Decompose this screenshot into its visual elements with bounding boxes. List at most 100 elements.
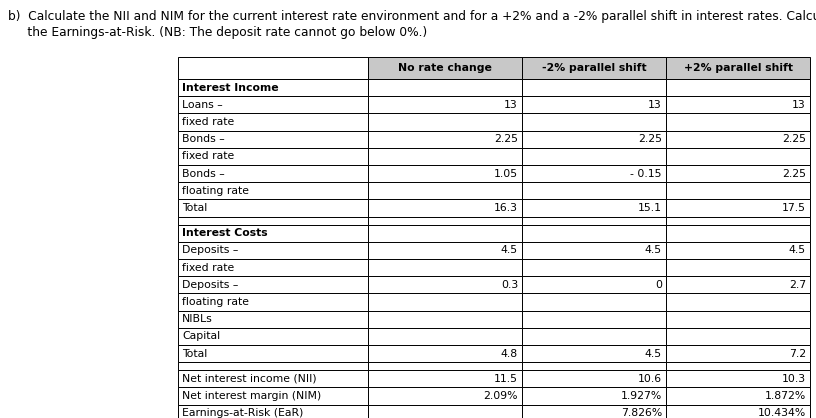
Bar	[178, 293, 368, 311]
Bar	[178, 165, 368, 182]
Bar	[522, 293, 666, 311]
Bar	[178, 130, 368, 148]
Text: 2.25: 2.25	[638, 134, 662, 144]
Bar	[522, 328, 666, 345]
Text: 0.3: 0.3	[501, 280, 518, 290]
Bar	[368, 113, 522, 130]
Bar	[178, 113, 368, 130]
Bar	[368, 148, 522, 165]
Bar	[522, 217, 666, 224]
Bar	[666, 113, 810, 130]
Bar	[666, 405, 810, 418]
Bar	[522, 79, 666, 96]
Bar	[666, 130, 810, 148]
Bar	[368, 217, 522, 224]
Text: 13: 13	[648, 100, 662, 110]
Bar	[522, 311, 666, 328]
Text: 1.927%: 1.927%	[621, 391, 662, 401]
Text: Interest Income: Interest Income	[182, 83, 278, 93]
Bar	[178, 259, 368, 276]
Text: 2.25: 2.25	[782, 168, 806, 178]
Bar	[666, 362, 810, 370]
Bar	[368, 387, 522, 405]
Bar	[666, 165, 810, 182]
Bar	[368, 199, 522, 217]
Bar	[368, 224, 522, 242]
Text: 2.25: 2.25	[494, 134, 518, 144]
Bar	[178, 199, 368, 217]
Text: 4.5: 4.5	[501, 245, 518, 255]
Bar	[368, 345, 522, 362]
Bar	[178, 96, 368, 113]
Bar	[522, 199, 666, 217]
Bar	[178, 276, 368, 293]
Text: 4.5: 4.5	[789, 245, 806, 255]
Text: 11.5: 11.5	[494, 374, 518, 384]
Bar	[522, 96, 666, 113]
Bar	[522, 362, 666, 370]
Bar	[368, 259, 522, 276]
Text: Total: Total	[182, 349, 207, 359]
Text: 13: 13	[792, 100, 806, 110]
Bar	[368, 328, 522, 345]
Text: 7.2: 7.2	[789, 349, 806, 359]
Bar	[666, 199, 810, 217]
Bar	[368, 293, 522, 311]
Bar	[666, 224, 810, 242]
Text: floating rate: floating rate	[182, 186, 249, 196]
Text: Bonds –: Bonds –	[182, 134, 224, 144]
Bar	[522, 370, 666, 387]
Bar	[178, 182, 368, 199]
Bar	[522, 276, 666, 293]
Text: Interest Costs: Interest Costs	[182, 228, 268, 238]
Text: 16.3: 16.3	[494, 203, 518, 213]
Text: floating rate: floating rate	[182, 297, 249, 307]
Bar	[522, 130, 666, 148]
Bar	[178, 224, 368, 242]
Text: the Earnings-at-Risk. (NB: The deposit rate cannot go below 0%.): the Earnings-at-Risk. (NB: The deposit r…	[8, 26, 428, 39]
Text: NIBLs: NIBLs	[182, 314, 213, 324]
Bar	[178, 362, 368, 370]
Text: 10.3: 10.3	[782, 374, 806, 384]
Bar	[178, 57, 368, 79]
Text: Net interest income (NII): Net interest income (NII)	[182, 374, 317, 384]
Bar	[522, 57, 666, 79]
Bar	[666, 57, 810, 79]
Bar	[666, 387, 810, 405]
Bar	[368, 182, 522, 199]
Text: Earnings-at-Risk (EaR): Earnings-at-Risk (EaR)	[182, 408, 304, 418]
Text: 10.6: 10.6	[638, 374, 662, 384]
Bar	[368, 311, 522, 328]
Text: Loans –: Loans –	[182, 100, 223, 110]
Bar	[368, 405, 522, 418]
Bar	[368, 165, 522, 182]
Bar	[522, 387, 666, 405]
Text: 2.09%: 2.09%	[484, 391, 518, 401]
Bar	[368, 362, 522, 370]
Bar	[178, 328, 368, 345]
Bar	[178, 242, 368, 259]
Text: 4.5: 4.5	[645, 349, 662, 359]
Text: Net interest margin (NIM): Net interest margin (NIM)	[182, 391, 322, 401]
Bar	[666, 276, 810, 293]
Bar	[666, 293, 810, 311]
Text: 2.25: 2.25	[782, 134, 806, 144]
Bar	[178, 148, 368, 165]
Bar	[178, 387, 368, 405]
Text: Capital: Capital	[182, 331, 220, 342]
Text: 0: 0	[655, 280, 662, 290]
Text: No rate change: No rate change	[398, 63, 492, 73]
Bar	[178, 405, 368, 418]
Bar	[666, 328, 810, 345]
Bar	[368, 276, 522, 293]
Text: 10.434%: 10.434%	[758, 408, 806, 418]
Text: b)  Calculate the NII and NIM for the current interest rate environment and for : b) Calculate the NII and NIM for the cur…	[8, 10, 816, 23]
Bar	[522, 345, 666, 362]
Bar	[522, 182, 666, 199]
Text: 1.872%: 1.872%	[765, 391, 806, 401]
Bar	[666, 182, 810, 199]
Bar	[666, 148, 810, 165]
Text: 17.5: 17.5	[782, 203, 806, 213]
Bar	[666, 242, 810, 259]
Bar	[178, 79, 368, 96]
